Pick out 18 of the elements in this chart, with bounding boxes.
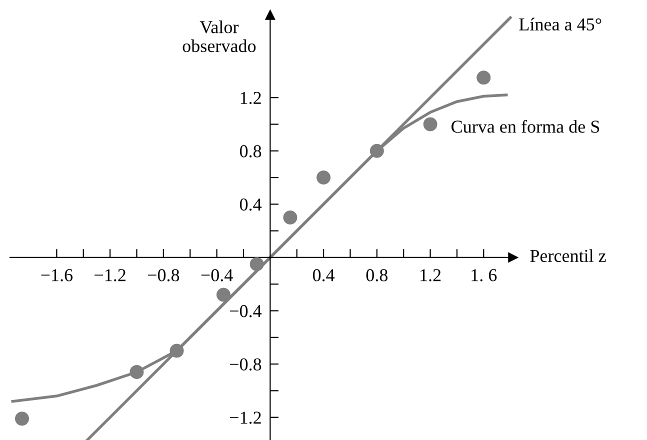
y-tick-label: 1.2	[240, 92, 261, 104]
x-tick-label: 1.2	[420, 269, 441, 282]
x-tick-label: 0.8	[366, 269, 388, 282]
y-tick-label: −1.2	[230, 412, 261, 424]
y-tick-label: −0.4	[230, 305, 262, 318]
x-tick-label: 1. 6	[472, 269, 497, 282]
x-tick-label: −1.2	[94, 269, 126, 282]
y-tick-label: 0.8	[240, 145, 262, 158]
x-axis-title: Percentil z	[530, 249, 606, 262]
series-label: Línea a 45°	[519, 18, 602, 31]
x-tick-label: −0.4	[201, 269, 233, 282]
y-tick-label: −0.8	[230, 358, 262, 371]
y-axis-title: Valor observado	[182, 20, 256, 52]
x-tick-label: −1.6	[41, 269, 73, 282]
x-tick-label: 0.4	[312, 269, 335, 282]
series-label: Curva en forma de S	[452, 120, 600, 133]
y-tick-label: 0.4	[240, 198, 262, 211]
x-tick-label: −0.8	[148, 269, 180, 282]
